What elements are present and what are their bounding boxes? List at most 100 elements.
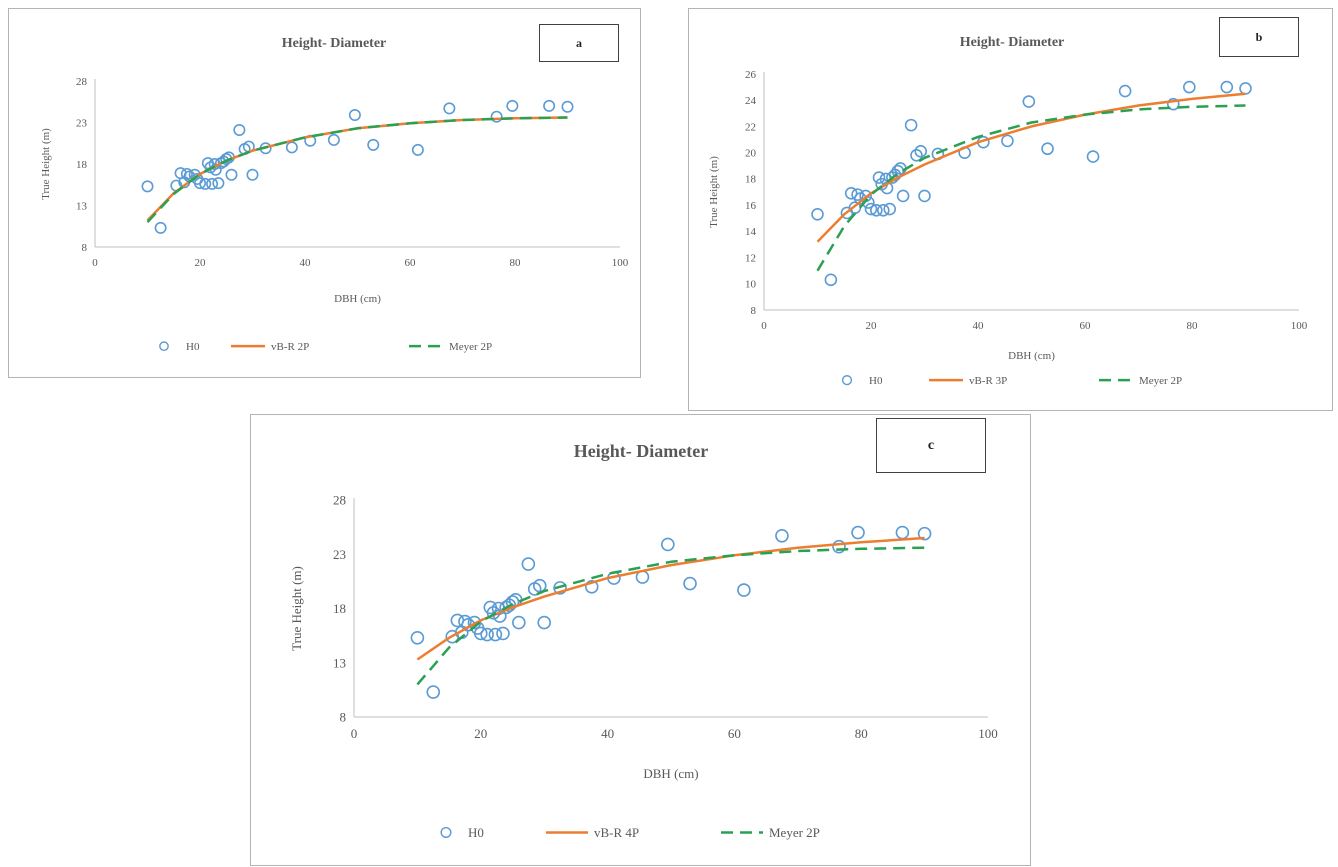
y-tick-label: 23 xyxy=(76,117,88,129)
legend-label: Meyer 2P xyxy=(449,341,492,353)
x-tick-label: 60 xyxy=(405,257,417,269)
chart-panel-c: c Height- Diameter 0 20 40 60 80 100 8 13 18 23 28 D… xyxy=(250,414,1031,866)
data-point xyxy=(561,100,574,113)
x-tick-label: 80 xyxy=(855,726,868,741)
vbr-curve xyxy=(816,92,1246,243)
panel-label-box: b xyxy=(1219,17,1299,57)
y-tick-label: 18 xyxy=(333,601,346,616)
data-point xyxy=(1239,82,1252,95)
data-point xyxy=(737,583,751,597)
y-tick-label: 14 xyxy=(745,226,757,238)
data-point xyxy=(824,273,838,287)
legend: H0 vB-R 3P Meyer 2P xyxy=(841,375,1182,387)
data-point xyxy=(844,187,858,200)
x-tick-label: 60 xyxy=(728,726,741,741)
y-tick-label: 22 xyxy=(745,121,756,133)
x-tick-label: 40 xyxy=(601,726,614,741)
data-point xyxy=(811,207,824,221)
legend-label: vB-R 3P xyxy=(969,375,1007,387)
y-tick-label: 23 xyxy=(333,547,346,562)
data-point xyxy=(543,99,556,112)
y-tick-label: 16 xyxy=(745,200,757,212)
chart-panel-a: a Height- Diameter 0 20 40 60 80 100 8 13 18 23 28 D… xyxy=(8,8,641,378)
y-tick-label: 26 xyxy=(745,69,757,81)
data-point xyxy=(480,627,494,642)
data-point xyxy=(521,557,536,571)
data-point xyxy=(512,615,526,630)
legend: H0 vB-R 2P Meyer 2P xyxy=(159,341,492,353)
data-point xyxy=(917,526,932,541)
data-point xyxy=(506,99,519,112)
x-tick-label: 80 xyxy=(510,257,522,269)
legend-marker-points xyxy=(440,826,452,838)
legend-label: H0 xyxy=(869,375,883,387)
data-point xyxy=(537,615,552,630)
y-axis-label: True Height (m) xyxy=(40,128,52,200)
data-point xyxy=(553,581,567,595)
panel-label: a xyxy=(576,35,582,50)
y-tick-label: 18 xyxy=(745,174,757,186)
data-point xyxy=(883,202,897,216)
data-point xyxy=(458,614,472,629)
data-point xyxy=(1001,134,1014,148)
y-axis-label: True Height (m) xyxy=(289,566,304,651)
chart-panel-b: b Height- Diameter 0 20 40 60 80 100 8 10 12 14 16 1… xyxy=(688,8,1333,411)
legend-label: Meyer 2P xyxy=(1139,375,1182,387)
legend-label: Meyer 2P xyxy=(769,825,820,840)
data-point xyxy=(832,539,846,554)
legend-marker-points xyxy=(159,341,169,352)
y-tick-label: 20 xyxy=(745,148,757,160)
data-point xyxy=(775,529,789,543)
legend-label: vB-R 2P xyxy=(271,341,309,353)
y-tick-label: 12 xyxy=(745,252,756,264)
legend: H0 vB-R 4P Meyer 2P xyxy=(440,825,820,840)
x-tick-label: 20 xyxy=(474,726,487,741)
panel-label-box: c xyxy=(876,418,986,473)
x-tick-label: 40 xyxy=(300,257,312,269)
y-tick-label: 28 xyxy=(76,76,88,88)
data-point xyxy=(864,202,878,216)
y-tick-label: 8 xyxy=(751,305,757,317)
data-point xyxy=(661,537,675,552)
y-tick-label: 28 xyxy=(333,493,346,508)
y-tick-label: 8 xyxy=(340,710,347,725)
data-point xyxy=(1166,97,1180,111)
x-tick-label: 20 xyxy=(195,257,207,269)
meyer-curve xyxy=(146,116,568,223)
legend-label: vB-R 4P xyxy=(594,825,639,840)
x-tick-label: 0 xyxy=(92,257,98,269)
y-tick-label: 8 xyxy=(82,242,88,254)
data-point xyxy=(488,627,503,642)
legend-label: H0 xyxy=(468,825,484,840)
chart-svg: Height- Diameter 0 20 40 60 80 100 8 13 18 23 28 DBH… xyxy=(289,441,998,840)
data-point xyxy=(194,177,207,190)
data-point xyxy=(490,110,503,123)
x-tick-label: 60 xyxy=(1080,320,1092,332)
y-tick-label: 13 xyxy=(76,200,88,212)
data-point xyxy=(872,171,886,184)
data-point xyxy=(1086,150,1100,163)
x-tick-label: 80 xyxy=(1187,320,1199,332)
data-point xyxy=(1022,95,1036,108)
data-point xyxy=(496,626,510,641)
data-point xyxy=(1041,142,1054,156)
y-axis-label: True Height (m) xyxy=(708,156,720,228)
data-point xyxy=(367,138,380,151)
chart-svg: Height- Diameter 0 20 40 60 80 100 8 13 18 23 28 DBH… xyxy=(40,36,629,353)
data-point xyxy=(246,168,259,181)
x-tick-label: 100 xyxy=(1291,320,1308,332)
data-point xyxy=(877,204,890,217)
data-point xyxy=(180,167,193,180)
chart-title: Height- Diameter xyxy=(282,36,387,51)
y-tick-label: 10 xyxy=(745,279,757,291)
data-point xyxy=(895,525,910,540)
data-point xyxy=(870,204,883,217)
data-point xyxy=(1183,80,1196,94)
x-axis-label: DBH (cm) xyxy=(334,293,381,305)
data-point xyxy=(233,123,246,136)
x-axis-label: DBH (cm) xyxy=(643,766,698,781)
data-point xyxy=(225,168,238,181)
data-point xyxy=(206,177,219,190)
data-point xyxy=(199,177,212,190)
data-point xyxy=(914,145,928,158)
